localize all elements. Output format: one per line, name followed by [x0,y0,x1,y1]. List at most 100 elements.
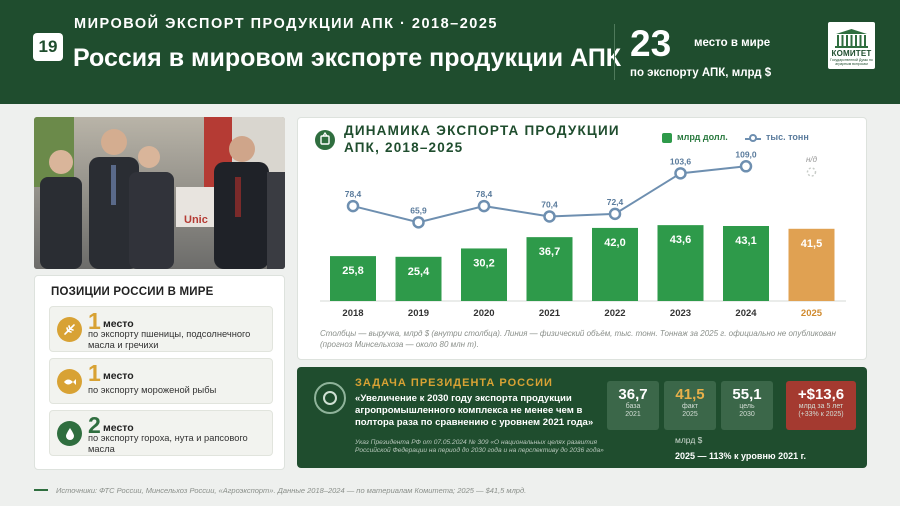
position-desc: по экспорту мороженой рыбы [88,385,217,395]
fish-icon [57,369,82,394]
bar-value-label: 43,6 [670,234,691,246]
stat-value: 55,1 [732,386,762,403]
bar [788,228,835,301]
task-unit: млрд $ [675,435,703,445]
svg-text:Unic: Unic [184,214,208,226]
bar [657,225,704,301]
legend-line-marker [749,134,757,142]
position-label: место [103,422,134,434]
stat-year: 2021 [625,411,641,418]
x-tick-label: 2023 [670,308,691,319]
chart-note: Столбцы — выручка, млрд $ (внутри столбц… [320,329,836,349]
line-point-label: 72,4 [607,197,624,207]
line-point-label: 103,6 [670,156,692,166]
stat-delta: +$13,6 млрд за 5 лет (+33% к 2025) [786,381,856,430]
stat-year: 2030 [739,411,755,418]
bar-value-label: 25,4 [408,266,430,278]
footer-marker [34,489,48,491]
stat-label: база [625,403,641,410]
bar-value-label: 30,2 [473,257,494,269]
line-point [674,167,687,180]
positions-title: ПОЗИЦИИ РОССИИ В МИРЕ [51,286,214,298]
header-bar: 19 МИРОВОЙ ЭКСПОРТ ПРОДУКЦИИ АПК · 2018–… [0,0,900,104]
position-desc: по экспорту гороха, нута и рапсового мас… [88,433,248,454]
slide-number: 19 [33,33,63,61]
stat-goal: 55,1 цель 2030 [721,381,773,430]
bar-value-label: 43,1 [735,235,756,247]
wheat-icon [57,317,82,342]
x-tick-label: 2025 [801,308,823,319]
position-item: 1 место по экспорту мороженой рыбы [49,358,273,404]
x-tick-label: 2020 [473,308,494,319]
bar-value-label: 42,0 [604,237,625,249]
building-icon [835,29,868,48]
bar [592,227,638,301]
stat-label: факт [682,403,698,410]
stat-label: цель [739,403,755,410]
delta-label: млрд за 5 лет [798,403,844,410]
target-icon [314,382,346,414]
position-item: 1 место по экспорту пшеницы, подсолнечно… [49,306,273,352]
legend-bar-label: млрд долл. [677,132,728,142]
line-point [412,216,425,229]
line-point-missing [806,167,817,177]
delta-sublabel: (+33% к 2025) [798,411,844,418]
position-number: 1 [88,360,101,386]
rank-label: место в мире [694,37,771,49]
bar [723,226,769,301]
position-label: место [103,318,134,330]
bar [330,256,376,301]
export-chart-card: ДИНАМИКА ЭКСПОРТА ПРОДУКЦИИ АПК, 2018–20… [297,117,867,360]
logo-subtitle: Государственной Думы по аграрным вопроса… [830,58,873,66]
task-heading: ЗАДАЧА ПРЕЗИДЕНТА РОССИИ [355,377,553,389]
chart-icon [315,130,335,150]
x-tick-label: 2021 [539,308,561,319]
president-task-card: ЗАДАЧА ПРЕЗИДЕНТА РОССИИ «Увеличение к 2… [297,367,867,468]
drop-icon [57,421,82,446]
header-divider [614,24,615,80]
bar [461,248,507,301]
position-number: 2 [88,412,101,438]
x-tick-label: 2019 [408,308,429,319]
line-point-label: 70,4 [541,199,558,209]
chart-plot: 25,8 2018 25,4 2019 30,2 2020 36,7 2021 42,0 2022… [320,149,846,319]
x-tick-label: 2018 [342,308,363,319]
task-level: 2025 — 113% к уровню 2021 г. [675,451,806,461]
line-point-label: н/д [806,155,818,164]
bar [526,237,573,301]
event-photo: Unic [34,117,285,269]
legend-line-label: тыс. тонн [766,132,809,142]
task-reference: Указ Президента РФ от 07.05.2024 № 309 «… [355,439,604,454]
rank-value: 23 [630,23,672,64]
stat-fact: 41,5 факт 2025 [664,381,716,430]
logo-word: КОМИТЕТ [831,49,872,58]
x-tick-label: 2022 [604,308,625,319]
stat-base: 36,7 база 2021 [607,381,659,430]
line-point [739,160,753,173]
line-point [608,207,622,221]
line-point-label: 78,4 [476,189,493,199]
committee-logo: КОМИТЕТ Государственной Думы по аграрным… [828,22,875,69]
delta-value: +$13,6 [797,386,845,403]
bar-value-label: 25,8 [342,265,363,277]
rank-sublabel: по экспорту АПК, млрд $ [630,67,772,79]
line-point [477,199,491,213]
position-label: место [103,370,134,382]
line-point-label: 65,9 [410,205,427,215]
position-number: 1 [88,308,101,334]
chart-title: ДИНАМИКА ЭКСПОРТА ПРОДУКЦИИ АПК, 2018–20… [344,123,620,155]
footer-sources: Источники: ФТС России, Минсельхоз России… [56,486,527,495]
position-desc: по экспорту пшеницы, подсолнечного масла… [88,329,251,350]
bar-value-label: 36,7 [539,246,560,258]
page-title: Россия в мировом экспорте продукции АПК [73,44,622,72]
bar [395,256,442,301]
task-quote: «Увеличение к 2030 году экспорта продукц… [355,393,594,428]
line-point-label: 78,4 [345,189,362,199]
header-supertitle: МИРОВОЙ ЭКСПОРТ ПРОДУКЦИИ АПК · 2018–202… [74,16,498,32]
line-point-label: 109,0 [735,149,757,159]
legend-bar-swatch [662,133,672,143]
line-point [346,199,360,213]
x-tick-label: 2024 [735,308,757,319]
stat-value: 41,5 [675,386,705,403]
